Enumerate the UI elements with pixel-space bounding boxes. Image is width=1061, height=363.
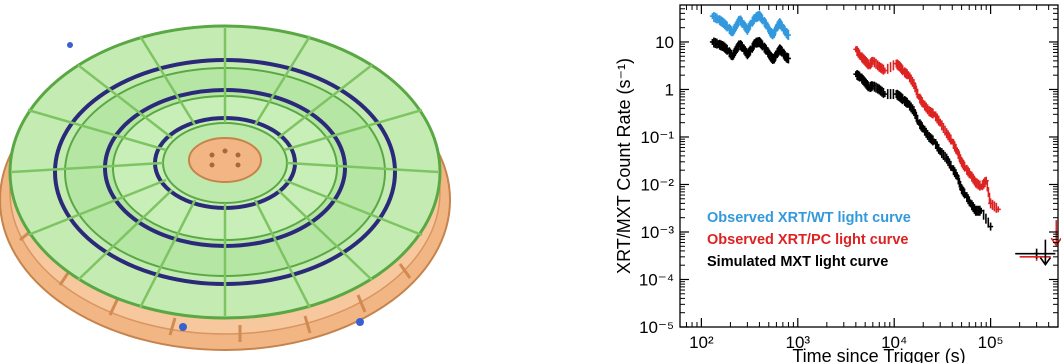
chart-marks <box>709 10 1061 267</box>
y-tick-label: 10⁻⁴ <box>639 270 674 289</box>
y-tick-label: 10⁻³ <box>640 223 674 242</box>
axis-ticks: 10² 10³ 10⁴ 10⁵ 10 1 10⁻¹ 10⁻² 10⁻³ 10⁻⁴ 10⁻⁵ <box>639 4 1059 352</box>
y-tick-label: 1 <box>665 80 674 99</box>
legend-entry-pc: Observed XRT/PC light curve <box>707 232 908 248</box>
y-axis-label: XRT/MXT Count Rate (s⁻¹) <box>614 58 634 274</box>
central-hub-icon <box>188 137 262 183</box>
plot-frame <box>679 4 1059 328</box>
upper-limit-arrowhead <box>1050 237 1061 247</box>
x-tick-label: 10² <box>689 333 714 352</box>
x-tick-label: 10³ <box>786 333 811 352</box>
x-tick-label: 10⁵ <box>978 333 1004 352</box>
legend-entry-wt: Observed XRT/WT light curve <box>707 210 911 226</box>
legend-entry-mxt: Simulated MXT light curve <box>707 254 888 270</box>
y-tick-label: 10 <box>655 33 674 52</box>
x-tick-label: 10⁴ <box>881 333 907 352</box>
y-tick-label: 10⁻¹ <box>640 128 674 147</box>
y-tick-label: 10⁻² <box>640 175 674 194</box>
spoke-frame-icon <box>11 28 439 316</box>
upper-limit-arrowhead <box>1039 257 1052 267</box>
chart-legend: Observed XRT/WT light curve Observed XRT… <box>707 210 911 270</box>
x-axis-label: Time since Trigger (s) <box>792 346 965 363</box>
light-curve-chart: 10² 10³ 10⁴ 10⁵ 10 1 10⁻¹ 10⁻² 10⁻³ 10⁻⁴ 10⁻⁵ XRT/… <box>600 0 1061 363</box>
y-tick-label: 10⁻⁵ <box>639 318 674 337</box>
